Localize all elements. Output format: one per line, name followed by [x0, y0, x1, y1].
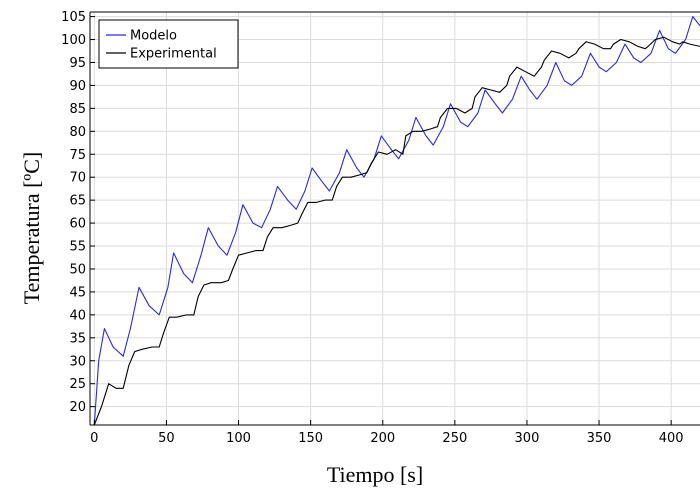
x-tick-label: 400	[659, 431, 684, 446]
legend-label-experimental: Experimental	[130, 47, 217, 62]
x-tick-label: 50	[158, 431, 175, 446]
y-axis-title: Temperatura [ºC]	[19, 152, 44, 305]
series-line-experimental	[93, 36, 700, 425]
y-tick-label: 95	[69, 56, 86, 71]
y-tick-label: 65	[69, 194, 86, 209]
y-tick-label: 45	[69, 285, 86, 300]
y-tick-label: 100	[61, 33, 86, 48]
x-tick-label: 300	[515, 431, 540, 446]
x-tick-label: 200	[370, 431, 395, 446]
y-tick-label: 50	[69, 262, 86, 277]
x-tick-label: 250	[442, 431, 467, 446]
y-tick-label: 55	[69, 240, 86, 255]
y-tick-label: 70	[69, 171, 86, 186]
y-tick-label: 90	[69, 79, 86, 94]
y-tick-label: 75	[69, 148, 86, 163]
x-tick-label: 0	[90, 431, 98, 446]
legend-label-modelo: Modelo	[130, 29, 177, 44]
y-tick-label: 20	[69, 400, 86, 415]
legend: Modelo Experimental	[98, 19, 239, 69]
grid-lines	[90, 12, 700, 425]
series-line-modelo	[93, 16, 700, 425]
series-group	[93, 16, 700, 425]
y-tick-label: 105	[61, 10, 86, 25]
y-tick-label: 85	[69, 102, 86, 117]
y-tick-label: 40	[69, 308, 86, 323]
plot-area	[90, 12, 700, 425]
x-tick-label: 350	[587, 431, 612, 446]
x-axis-title: Tiempo [s]	[327, 462, 423, 487]
x-tick-label: 150	[298, 431, 323, 446]
y-tick-label: 30	[69, 354, 86, 369]
legend-box	[98, 19, 239, 69]
x-tick-label: 100	[226, 431, 251, 446]
y-axis-ticks: 20 25 30 35 40 45 50 55 60 65 70 75 80 85 90 95 100 105	[61, 10, 95, 415]
x-axis-ticks: 0 50 100 150 200 250 300 350 400	[90, 420, 684, 446]
y-tick-label: 80	[69, 125, 86, 140]
y-tick-label: 35	[69, 331, 86, 346]
y-tick-label: 60	[69, 217, 86, 232]
y-tick-label: 25	[69, 377, 86, 392]
